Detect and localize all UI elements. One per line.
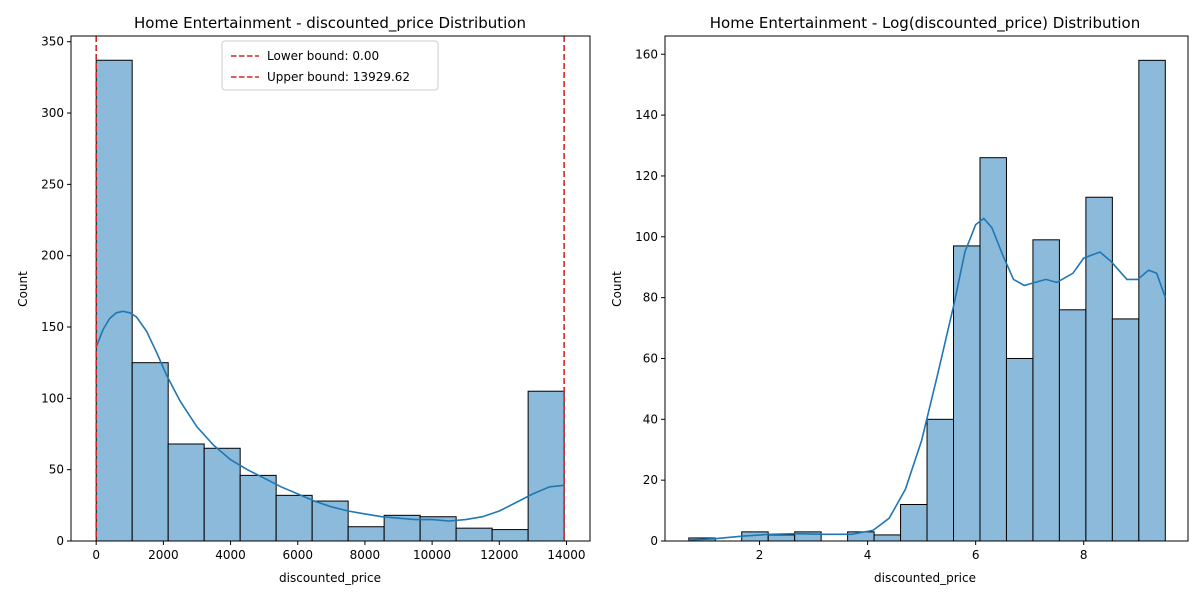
histogram-bar-left-7 bbox=[347, 526, 385, 542]
y-tick-label-right-1: 20 bbox=[643, 473, 658, 487]
panel-discounted-price: Home Entertainment - discounted_price Di… bbox=[16, 14, 591, 585]
x-tick-label-left-0: 0 bbox=[92, 548, 100, 562]
x-axis-label-left: discounted_price bbox=[279, 571, 381, 585]
histogram-bar-left-3 bbox=[203, 447, 241, 542]
histogram-bar-right-10 bbox=[953, 245, 981, 542]
x-tick-label-left-4: 8000 bbox=[350, 548, 381, 562]
panel-log-discounted-price: Home Entertainment - Log(discounted_pric… bbox=[610, 14, 1189, 585]
x-tick-label-left-3: 6000 bbox=[282, 548, 313, 562]
y-tick-label-right-5: 100 bbox=[635, 230, 658, 244]
y-tick-label-right-8: 160 bbox=[635, 47, 658, 61]
histogram-bar-left-1 bbox=[131, 362, 169, 542]
histogram-bar-left-6 bbox=[311, 500, 349, 542]
y-tick-label-left-4: 200 bbox=[41, 249, 64, 263]
axes-frame-right bbox=[664, 35, 1189, 542]
y-tick-label-left-1: 50 bbox=[49, 463, 64, 477]
histogram-bar-right-17 bbox=[1138, 59, 1166, 542]
histogram-bar-left-4 bbox=[239, 474, 277, 542]
x-tick-label-left-6: 12000 bbox=[480, 548, 518, 562]
histogram-bar-right-8 bbox=[900, 503, 928, 542]
chart-title-left: Home Entertainment - discounted_price Di… bbox=[134, 14, 526, 33]
histogram-bar-right-16 bbox=[1111, 318, 1140, 542]
x-tick-label-right-3: 8 bbox=[1080, 548, 1088, 562]
x-axis-label-right: discounted_price bbox=[874, 571, 976, 585]
y-axis-label-right: Count bbox=[610, 271, 624, 307]
y-tick-label-right-0: 0 bbox=[650, 534, 658, 548]
y-tick-label-left-0: 0 bbox=[56, 534, 64, 548]
kde-line-right bbox=[688, 217, 1167, 541]
x-tick-label-right-0: 2 bbox=[756, 548, 764, 562]
x-tick-label-left-5: 10000 bbox=[413, 548, 451, 562]
histogram-bar-right-7 bbox=[873, 534, 902, 542]
y-tick-label-left-7: 350 bbox=[41, 35, 64, 49]
legend-lower-bound-label: Lower bound: 0.00 bbox=[267, 49, 379, 63]
kde-line-left bbox=[95, 310, 564, 522]
y-tick-label-left-6: 300 bbox=[41, 106, 64, 120]
y-tick-label-right-7: 140 bbox=[635, 108, 658, 122]
legend-upper-bound-label: Upper bound: 13929.62 bbox=[267, 70, 410, 84]
histogram-bar-left-2 bbox=[167, 443, 205, 542]
histogram-bar-right-14 bbox=[1058, 309, 1087, 542]
histogram-bar-right-15 bbox=[1085, 196, 1113, 542]
histogram-bar-right-13 bbox=[1032, 239, 1060, 542]
chart-title-right: Home Entertainment - Log(discounted_pric… bbox=[710, 14, 1140, 33]
y-tick-label-right-3: 60 bbox=[643, 351, 658, 365]
histogram-bar-right-3 bbox=[767, 534, 796, 542]
y-tick-label-left-5: 250 bbox=[41, 177, 64, 191]
plot-area-left: 0 2000 4000 6000 8000 10000 12000 14000 0 50 100 15… bbox=[41, 35, 591, 562]
x-tick-label-left-7: 14000 bbox=[547, 548, 585, 562]
histogram-bar-left-10 bbox=[455, 527, 493, 542]
legend: Lower bound: 0.00 Upper bound: 13929.62 bbox=[221, 40, 439, 91]
histogram-bar-left-5 bbox=[275, 494, 313, 542]
histogram-bar-left-12 bbox=[527, 390, 565, 542]
y-tick-label-right-2: 40 bbox=[643, 412, 658, 426]
x-tick-label-left-1: 2000 bbox=[148, 548, 179, 562]
histogram-bar-left-11 bbox=[491, 529, 529, 542]
histogram-bar-left-0 bbox=[95, 59, 133, 542]
axes-frame-left bbox=[70, 35, 591, 542]
histogram-bar-right-11 bbox=[979, 157, 1007, 542]
x-tick-label-right-2: 6 bbox=[972, 548, 980, 562]
y-tick-label-left-2: 100 bbox=[41, 391, 64, 405]
y-tick-label-right-4: 80 bbox=[643, 291, 658, 305]
histogram-bar-right-12 bbox=[1005, 357, 1034, 542]
y-tick-label-left-3: 150 bbox=[41, 320, 64, 334]
x-tick-label-right-1: 4 bbox=[864, 548, 872, 562]
histogram-bar-right-9 bbox=[926, 418, 955, 542]
y-axis-label-left: Count bbox=[16, 271, 30, 307]
x-tick-label-left-2: 4000 bbox=[215, 548, 246, 562]
y-tick-label-right-6: 120 bbox=[635, 169, 658, 183]
legend-box bbox=[221, 40, 439, 91]
